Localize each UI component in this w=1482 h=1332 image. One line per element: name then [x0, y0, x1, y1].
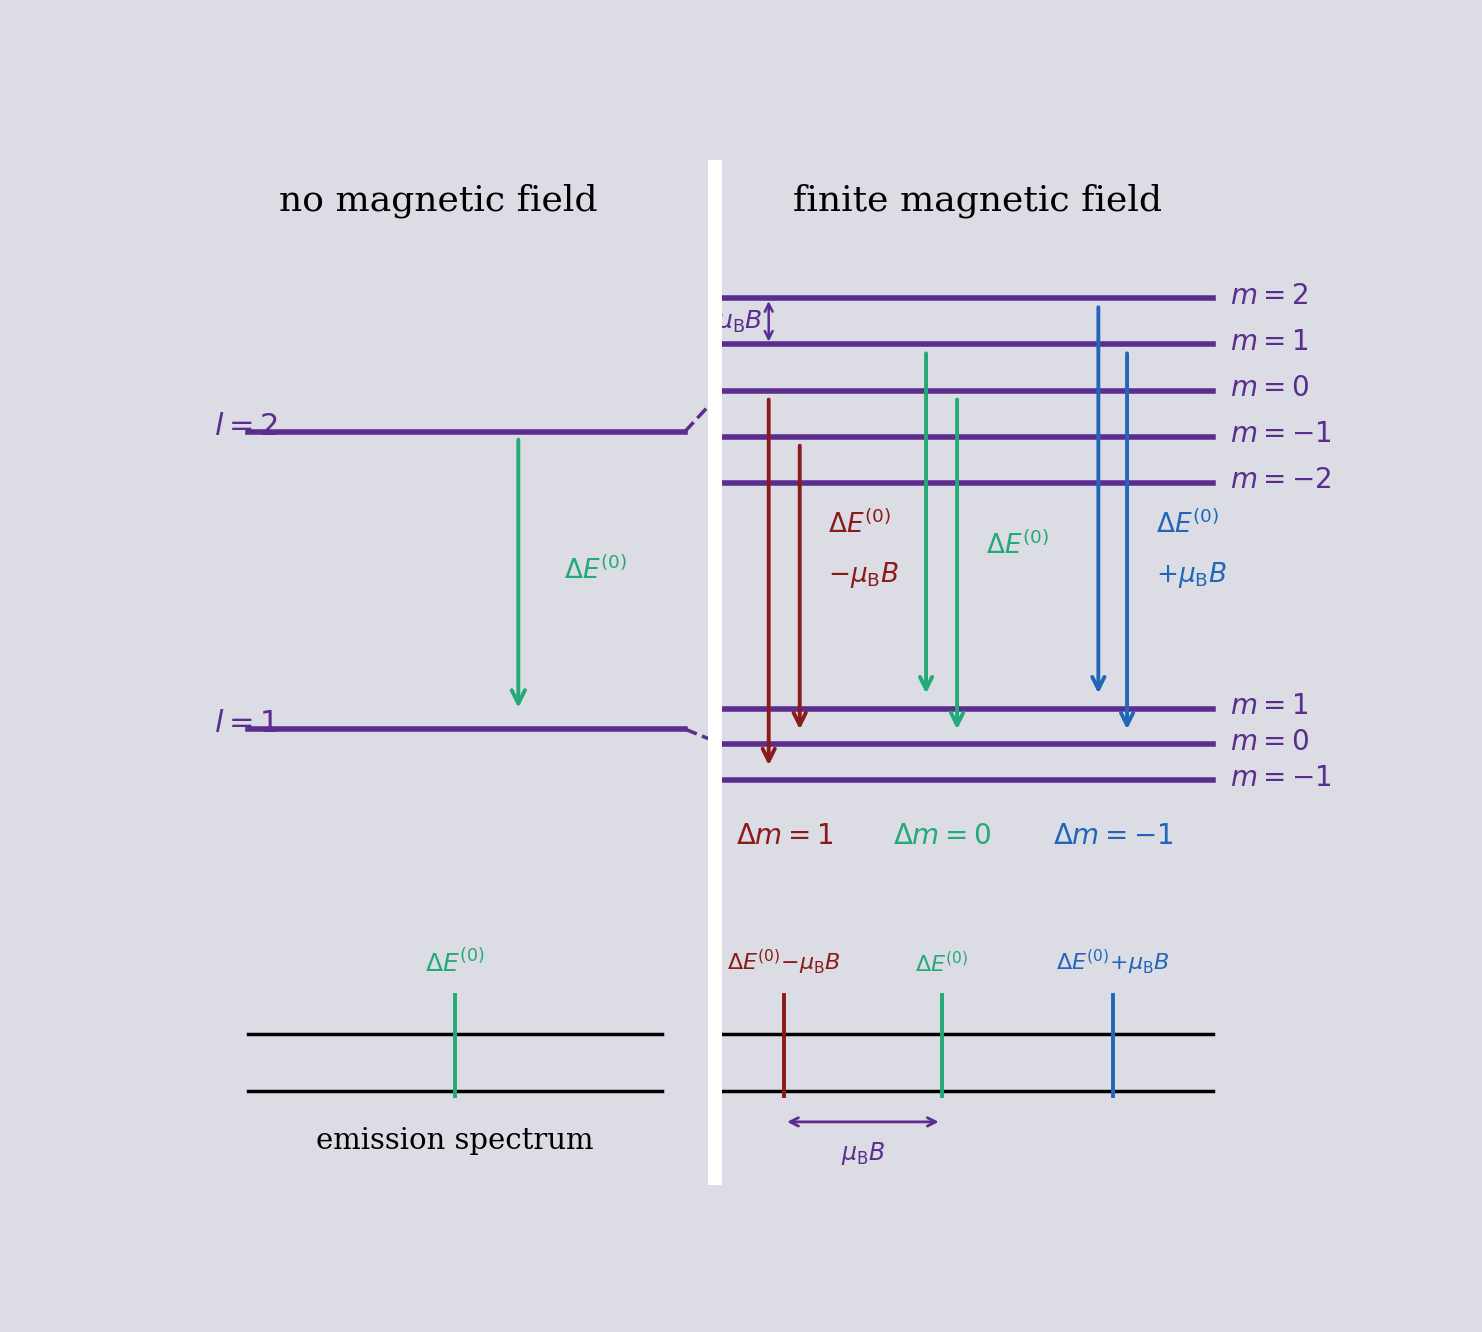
Text: $\Delta m{=}1$: $\Delta m{=}1$: [735, 823, 833, 850]
Text: $\Delta E^{(0)}$: $\Delta E^{(0)}$: [914, 952, 968, 978]
Text: $m{=}0$: $m{=}0$: [1230, 729, 1310, 755]
Text: emission spectrum: emission spectrum: [317, 1127, 594, 1155]
Text: $\Delta E^{(0)}$: $\Delta E^{(0)}$: [986, 530, 1049, 558]
Text: $\Delta E^{(0)}$: $\Delta E^{(0)}$: [828, 510, 892, 538]
Bar: [708, 160, 722, 1185]
Text: $m{=}1$: $m{=}1$: [1230, 693, 1309, 721]
Text: $\Delta E^{(0)}$: $\Delta E^{(0)}$: [425, 948, 485, 978]
Text: $\Delta E^{(0)}{-}\mu_{\rm B}B$: $\Delta E^{(0)}{-}\mu_{\rm B}B$: [728, 948, 840, 978]
Text: $\Delta m{=}0$: $\Delta m{=}0$: [892, 823, 990, 850]
Text: $\Delta E^{(0)}{+}\mu_{\rm B}B$: $\Delta E^{(0)}{+}\mu_{\rm B}B$: [1057, 948, 1169, 978]
Text: $m{=}{-}2$: $m{=}{-}2$: [1230, 468, 1332, 494]
Text: $\mu_{\rm B}B$: $\mu_{\rm B}B$: [716, 308, 763, 334]
Text: $m{=}0$: $m{=}0$: [1230, 376, 1310, 402]
Text: $l{=}1$: $l{=}1$: [213, 709, 279, 739]
Text: finite magnetic field: finite magnetic field: [793, 184, 1162, 218]
Text: $m{=}{-}1$: $m{=}{-}1$: [1230, 765, 1332, 791]
Text: $\mu_{\rm B}B$: $\mu_{\rm B}B$: [840, 1140, 885, 1167]
Text: no magnetic field: no magnetic field: [279, 184, 597, 218]
Text: $\Delta E^{(0)}$: $\Delta E^{(0)}$: [1156, 510, 1220, 538]
Text: $m{=}1$: $m{=}1$: [1230, 329, 1309, 356]
Text: $-\mu_{\rm B}B$: $-\mu_{\rm B}B$: [828, 561, 900, 590]
Text: $\Delta E^{(0)}$: $\Delta E^{(0)}$: [565, 555, 627, 585]
Text: $m{=}2$: $m{=}2$: [1230, 282, 1309, 310]
Text: $l{=}2$: $l{=}2$: [213, 412, 279, 442]
Text: $m{=}{-}1$: $m{=}{-}1$: [1230, 421, 1332, 448]
Text: $\Delta m{=}{-}1$: $\Delta m{=}{-}1$: [1052, 823, 1172, 850]
Text: $+\mu_{\rm B}B$: $+\mu_{\rm B}B$: [1156, 561, 1227, 590]
